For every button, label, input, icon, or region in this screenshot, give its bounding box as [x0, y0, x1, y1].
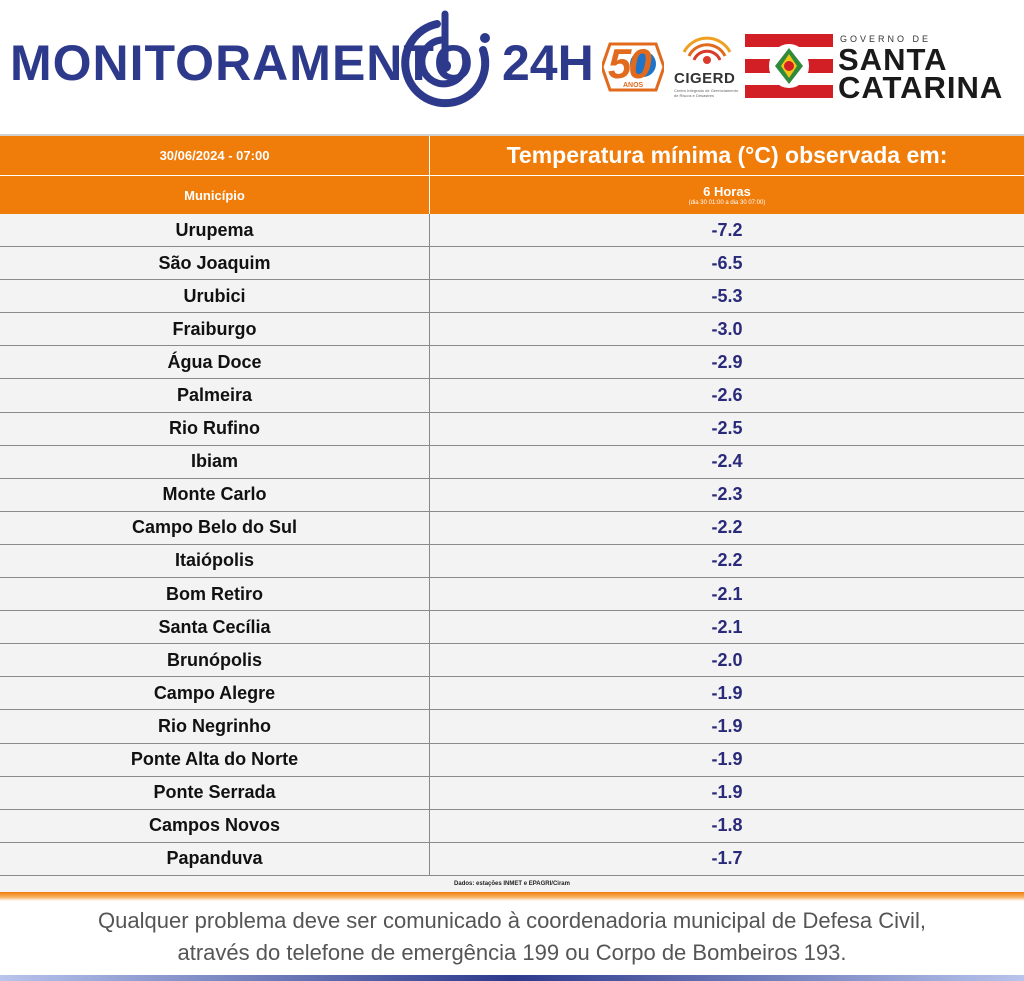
table-header-row-1: 30/06/2024 - 07:00 Temperatura mínima (°… [0, 135, 1024, 175]
table-row: Monte Carlo -2.3 [0, 478, 1024, 512]
logo-cigerd: CIGERD Centro Integrado de Gerenciamento… [672, 30, 742, 100]
temperature-cell: -7.2 [711, 219, 743, 240]
logo-50-sub: ANOS [623, 82, 644, 89]
table-row: São Joaquim -6.5 [0, 247, 1024, 281]
municipio-cell: Bom Retiro [0, 578, 430, 611]
municipio-cell: São Joaquim [0, 247, 430, 280]
temperature-cell: -2.3 [711, 484, 743, 505]
table-row: Ibiam -2.4 [0, 445, 1024, 479]
table-row: Fraiburgo -3.0 [0, 313, 1024, 347]
data-source-note: Dados: estações INMET e EPAGRI/Ciram [0, 876, 1024, 892]
municipio-cell: Papanduva [0, 842, 430, 875]
temperature-cell: -2.4 [711, 451, 743, 472]
municipio-cell: Itaiópolis [0, 544, 430, 578]
table-row: Rio Rufino -2.5 [0, 412, 1024, 446]
temperature-cell: -2.9 [711, 351, 743, 372]
logo-50-shape-icon [602, 42, 664, 92]
temperature-cell: -1.8 [711, 815, 743, 836]
temperature-cell: -2.2 [711, 550, 743, 571]
temperature-cell: -5.3 [711, 285, 743, 306]
logo-50-number: 50 [608, 40, 652, 87]
temperature-cell: -1.9 [711, 715, 743, 736]
footer-notice: Qualquer problema deve ser comunicado à … [0, 901, 1024, 977]
municipio-cell: Brunópolis [0, 644, 430, 677]
temperature-cell: -2.0 [711, 649, 743, 670]
gov-label: GOVERNO DE [840, 34, 932, 44]
table-row: Brunópolis -2.0 [0, 644, 1024, 678]
table-row: Urubici -5.3 [0, 280, 1024, 314]
footer-line-1: Qualquer problema deve ser comunicado à … [98, 908, 926, 933]
table-body: Urupema -7.2 São Joaquim -6.5 Urubici -5.3 Fra… [0, 214, 1024, 876]
brand-title: MONITORAMENTO [10, 35, 474, 91]
bottom-accent-line [0, 975, 1024, 981]
temperature-cell: -2.1 [711, 583, 743, 604]
table-row: Ponte Alta do Norte -1.9 [0, 743, 1024, 777]
municipio-cell: Água Doce [0, 346, 430, 379]
signal-icon [682, 36, 732, 64]
gov-name-line2: CATARINA [838, 70, 1004, 105]
logo-50-anos: 50 ANOS [602, 38, 664, 96]
table-row: Palmeira -2.6 [0, 379, 1024, 413]
monitoring-icon [401, 10, 490, 108]
table-row: Água Doce -2.9 [0, 346, 1024, 380]
temperature-cell: -2.2 [711, 517, 743, 538]
temperature-cell: -2.1 [711, 616, 743, 637]
temperature-cell: -1.9 [711, 782, 743, 803]
temperature-cell: -6.5 [711, 252, 743, 273]
temperature-cell: -1.9 [711, 682, 743, 703]
table-main-title: Temperatura mínima (°C) observada em: [506, 142, 948, 168]
table-row: Santa Cecília -2.1 [0, 611, 1024, 645]
municipio-cell: Santa Cecília [0, 611, 430, 644]
table-row: Rio Negrinho -1.9 [0, 710, 1024, 744]
municipio-cell: Campo Belo do Sul [0, 511, 430, 544]
table-row: Campo Alegre -1.9 [0, 677, 1024, 711]
temperature-cell: -3.0 [711, 318, 743, 339]
footer-line-2: através do telefone de emergência 199 ou… [177, 940, 847, 965]
temperature-cell: -2.5 [711, 418, 743, 439]
municipio-cell: Rio Rufino [0, 412, 430, 445]
divider-bar [0, 892, 1024, 901]
santa-catarina-flag-icon [745, 34, 833, 98]
temperature-cell: -1.9 [711, 749, 743, 770]
municipio-cell: Fraiburgo [0, 313, 430, 346]
municipio-cell: Rio Negrinho [0, 710, 430, 743]
temperature-cell: -1.7 [711, 848, 743, 869]
column-header-period: 6 Horas (dia 30 01:00 a dia 30 07:00) [430, 176, 1024, 214]
page-header: MONITORAMENTO 24H 50 ANOS CIGERD Centro … [0, 0, 1024, 135]
period-title: 6 Horas [703, 183, 751, 199]
table-row: Bom Retiro -2.1 [0, 578, 1024, 612]
datetime-label: 30/06/2024 - 07:00 [0, 136, 430, 175]
municipio-cell: Campo Alegre [0, 677, 430, 710]
table-row: Papanduva -1.7 [0, 842, 1024, 876]
brand-24h: 24H [502, 35, 594, 91]
municipio-cell: Ponte Serrada [0, 776, 430, 809]
municipio-cell: Monte Carlo [0, 478, 430, 511]
period-subtitle: (dia 30 01:00 a dia 30 07:00) [688, 199, 766, 206]
temperature-table: 30/06/2024 - 07:00 Temperatura mínima (°… [0, 135, 1024, 876]
municipio-cell: Campos Novos [0, 809, 430, 842]
municipio-cell: Ponte Alta do Norte [0, 743, 430, 776]
cigerd-label: CIGERD [674, 70, 736, 87]
gov-name-line1: SANTA [838, 42, 948, 77]
municipio-cell: Urupema [0, 214, 430, 247]
table-header-row-2: Município 6 Horas (dia 30 01:00 a dia 30… [0, 175, 1024, 214]
table-row: Itaiópolis -2.2 [0, 544, 1024, 579]
table-row: Campos Novos -1.8 [0, 809, 1024, 843]
municipio-cell: Ibiam [0, 445, 430, 478]
table-row: Urupema -7.2 [0, 214, 1024, 248]
municipio-cell: Urubici [0, 280, 430, 313]
temperature-cell: -2.6 [711, 385, 743, 406]
municipio-cell: Palmeira [0, 379, 430, 412]
cigerd-sub: Centro Integrado de Gerenciamento de Ris… [674, 88, 739, 98]
column-header-municipio: Município [0, 176, 430, 214]
table-row: Campo Belo do Sul -2.2 [0, 511, 1024, 545]
table-row: Ponte Serrada -1.9 [0, 776, 1024, 810]
